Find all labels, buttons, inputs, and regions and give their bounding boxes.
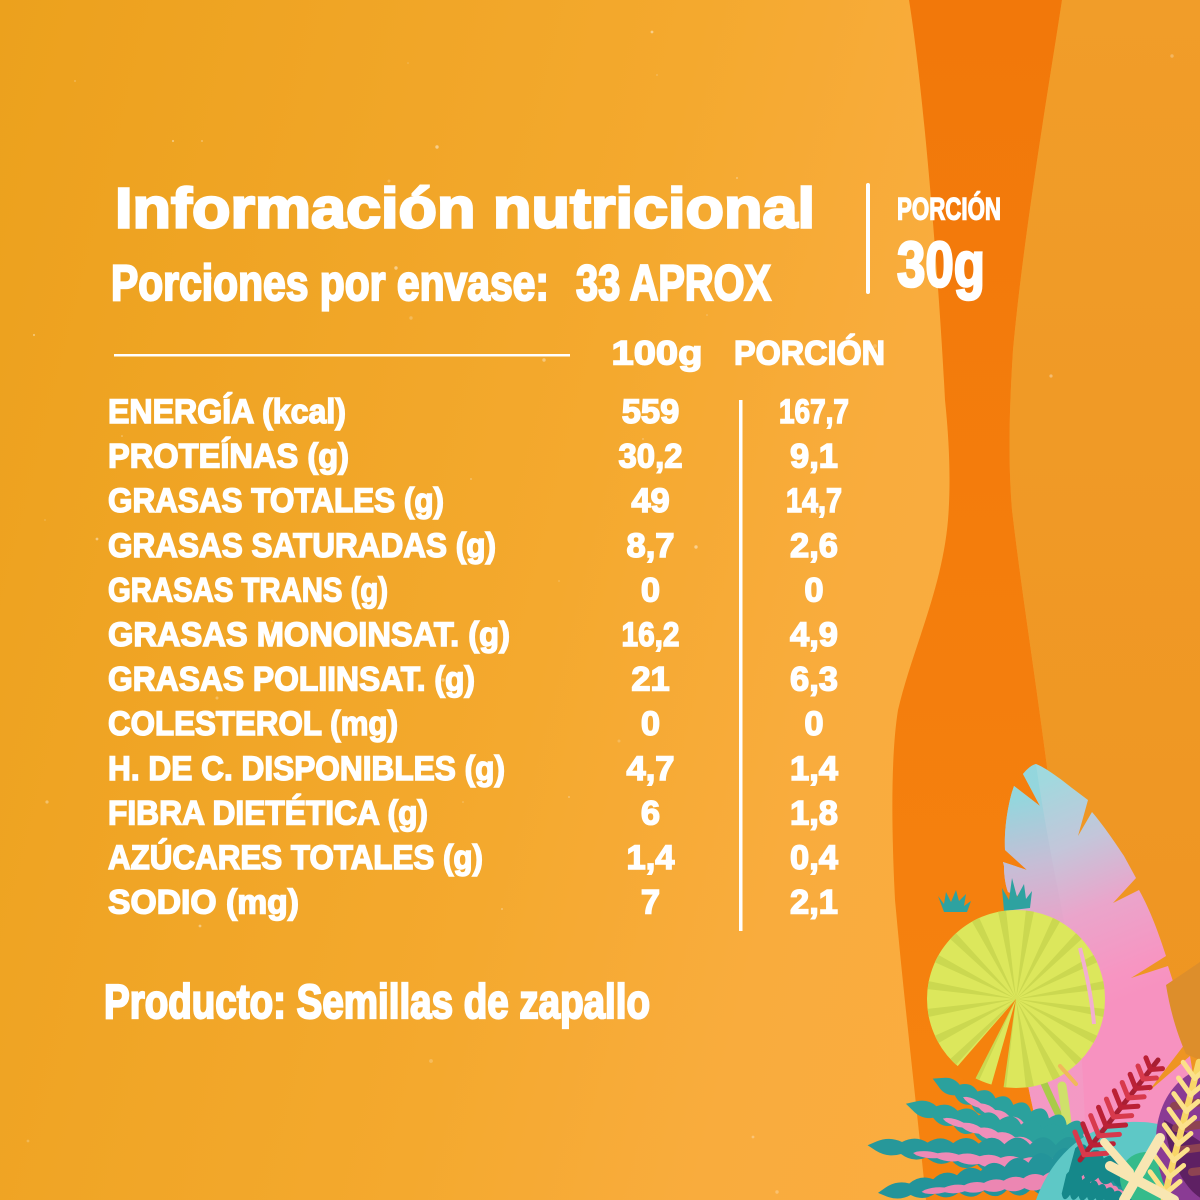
svg-text:GRASAS MONOINSAT. (g): GRASAS MONOINSAT. (g): [108, 616, 510, 654]
svg-text:30,2: 30,2: [619, 438, 683, 476]
svg-text:SODIO (mg): SODIO (mg): [108, 884, 299, 922]
svg-text:GRASAS TRANS (g): GRASAS TRANS (g): [108, 571, 388, 609]
svg-text:Porciones por envase:: Porciones por envase:: [111, 255, 549, 311]
svg-text:2,1: 2,1: [790, 884, 838, 922]
svg-text:2,6: 2,6: [790, 527, 838, 565]
svg-text:21: 21: [631, 661, 669, 699]
svg-text:H. DE C. DISPONIBLES (g): H. DE C. DISPONIBLES (g): [108, 750, 505, 788]
svg-text:4,9: 4,9: [790, 616, 838, 654]
svg-text:0: 0: [641, 705, 660, 743]
svg-text:30g: 30g: [897, 229, 985, 301]
svg-text:167,7: 167,7: [779, 393, 849, 431]
svg-text:GRASAS SATURADAS (g): GRASAS SATURADAS (g): [108, 527, 496, 565]
svg-text:PORCIÓN: PORCIÓN: [734, 333, 885, 373]
svg-text:9,1: 9,1: [790, 438, 838, 476]
svg-text:AZÚCARES TOTALES (g): AZÚCARES TOTALES (g): [108, 837, 483, 877]
svg-text:1,8: 1,8: [790, 794, 838, 832]
svg-text:0: 0: [804, 705, 823, 743]
svg-text:6: 6: [641, 794, 660, 832]
svg-text:GRASAS TOTALES (g): GRASAS TOTALES (g): [108, 482, 444, 520]
svg-text:0: 0: [804, 571, 823, 609]
svg-text:49: 49: [631, 482, 669, 520]
svg-text:GRASAS POLIINSAT. (g): GRASAS POLIINSAT. (g): [108, 661, 475, 699]
svg-text:14,7: 14,7: [786, 482, 842, 520]
svg-text:6,3: 6,3: [790, 661, 838, 699]
svg-text:8,7: 8,7: [627, 527, 675, 565]
svg-text:FIBRA DIETÉTICA (g): FIBRA DIETÉTICA (g): [108, 792, 428, 832]
svg-text:1,4: 1,4: [790, 750, 838, 788]
svg-text:PROTEÍNAS (g): PROTEÍNAS (g): [108, 436, 349, 476]
svg-text:100g: 100g: [612, 335, 703, 373]
svg-text:Producto: Semillas de zapallo: Producto: Semillas de zapallo: [104, 976, 650, 1029]
svg-text:559: 559: [622, 393, 680, 431]
svg-text:PORCIÓN: PORCIÓN: [897, 191, 1001, 227]
svg-text:Información nutricional: Información nutricional: [115, 177, 815, 241]
svg-text:0,4: 0,4: [790, 839, 838, 877]
svg-text:16,2: 16,2: [622, 616, 680, 654]
svg-text:0: 0: [641, 571, 660, 609]
svg-text:33 APROX: 33 APROX: [576, 255, 771, 311]
svg-text:1,4: 1,4: [627, 839, 675, 877]
svg-text:7: 7: [641, 884, 660, 922]
svg-text:4,7: 4,7: [627, 750, 675, 788]
svg-text:COLESTEROL (mg): COLESTEROL (mg): [108, 705, 398, 743]
svg-text:ENERGÍA (kcal): ENERGÍA (kcal): [108, 391, 346, 431]
